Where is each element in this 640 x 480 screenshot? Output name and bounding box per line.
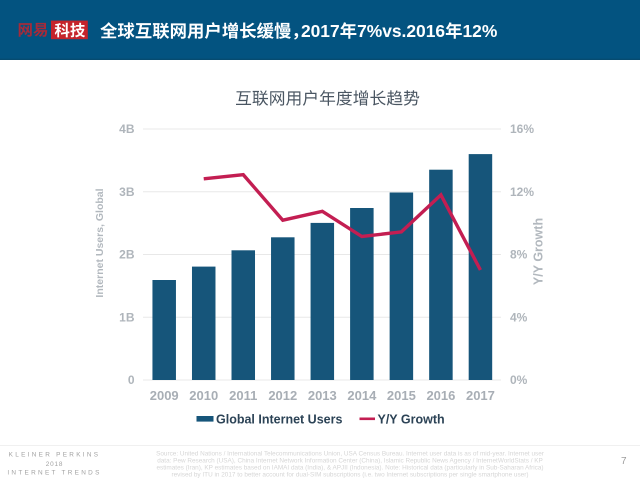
svg-text:2018: 2018 [46, 461, 63, 468]
svg-text:estimates (Iran), KP estimates: estimates (Iran), KP estimates based on … [156, 464, 543, 471]
svg-text:16%: 16% [510, 122, 534, 136]
svg-text:4B: 4B [119, 122, 135, 136]
svg-text:7%vs.2016: 7%vs.2016 [357, 21, 445, 41]
svg-text:2010: 2010 [189, 388, 218, 403]
svg-text:3B: 3B [119, 185, 135, 199]
svg-text:0%: 0% [510, 373, 528, 387]
svg-text:Y/Y Growth: Y/Y Growth [378, 413, 445, 427]
svg-text:2B: 2B [119, 248, 135, 262]
svg-text:1B: 1B [119, 310, 135, 324]
svg-text:2013: 2013 [308, 388, 337, 403]
svg-text:Source: United Nations / Inter: Source: United Nations / International T… [156, 450, 545, 457]
svg-text:8%: 8% [510, 248, 528, 262]
svg-text:Global Internet Users: Global Internet Users [216, 413, 342, 427]
svg-text:Y/Y Growth: Y/Y Growth [531, 218, 545, 285]
svg-text:2017: 2017 [466, 388, 495, 403]
svg-text:2011: 2011 [229, 388, 257, 403]
svg-text:data: Pew Research (USA), Chin: data: Pew Research (USA), China Internet… [157, 457, 543, 464]
svg-text:KLEINER PERKINS: KLEINER PERKINS [9, 452, 101, 459]
svg-text:0: 0 [128, 373, 135, 387]
svg-text:2014: 2014 [347, 388, 377, 403]
svg-text:Internet Users, Global: Internet Users, Global [94, 188, 106, 297]
svg-text:2016: 2016 [426, 388, 455, 403]
svg-text:INTERNET TRENDS: INTERNET TRENDS [7, 470, 101, 477]
svg-text:revised by ITU in 2017 to bett: revised by ITU in 2017 to better account… [172, 471, 529, 478]
svg-text:12%: 12% [463, 21, 498, 41]
svg-text:12%: 12% [510, 185, 534, 199]
svg-text:4%: 4% [510, 310, 528, 324]
svg-text:2017: 2017 [301, 21, 340, 41]
svg-text:7: 7 [621, 456, 627, 467]
svg-text:2012: 2012 [268, 388, 297, 403]
svg-text:2009: 2009 [150, 388, 179, 403]
svg-text:2015: 2015 [387, 388, 416, 403]
